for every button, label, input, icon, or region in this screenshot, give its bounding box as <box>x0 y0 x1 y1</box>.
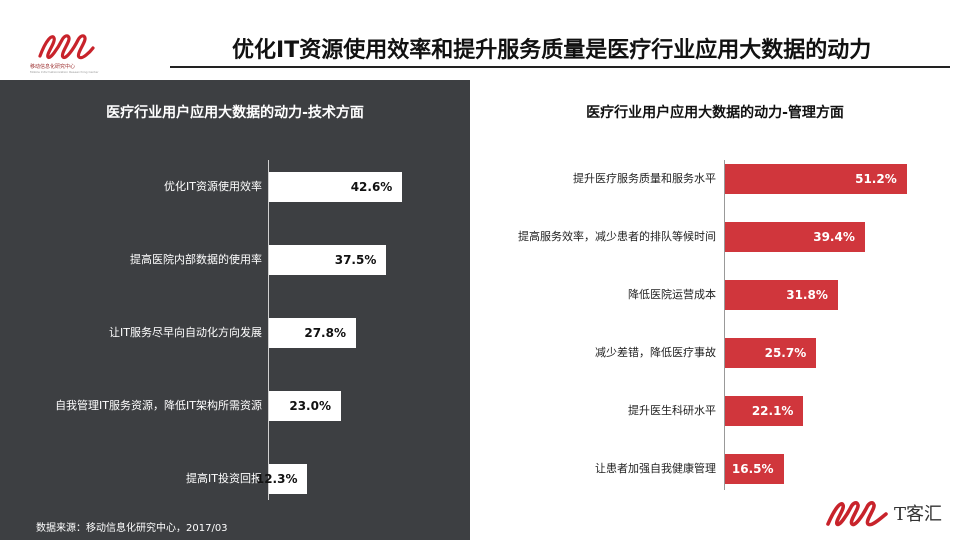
bar <box>269 318 356 348</box>
bar <box>269 172 403 202</box>
bar-row: 自我管理IT服务资源，降低IT架构所需资源 23.0% <box>0 391 470 421</box>
value-label: 23.0% <box>289 399 331 413</box>
logo: 移动信息化研究中心 Mobile Informationization Rese… <box>30 30 110 76</box>
bar <box>725 454 784 484</box>
category-label: 提升医疗服务质量和服务水平 <box>573 172 716 185</box>
category-label: 让患者加强自我健康管理 <box>595 462 716 475</box>
bar-row: 优化IT资源使用效率 42.6% <box>0 172 470 202</box>
value-label: 16.5% <box>731 462 774 476</box>
bar-row: 提高IT投资回报 12.3% <box>0 464 470 494</box>
bar-row: 提高服务效率，减少患者的排队等候时间 39.4% <box>470 222 960 252</box>
logo-caption: 移动信息化研究中心 <box>30 64 76 70</box>
value-label: 27.8% <box>304 326 346 340</box>
bar <box>269 245 387 275</box>
category-label: 提升医生科研水平 <box>628 404 716 417</box>
value-label: 25.7% <box>764 346 807 360</box>
category-label: 提高医院内部数据的使用率 <box>130 253 262 266</box>
value-label: 51.2% <box>855 172 897 186</box>
bar-row: 让IT服务尽早向自动化方向发展 27.8% <box>0 318 470 348</box>
value-label: 37.5% <box>334 253 377 267</box>
category-label: 优化IT资源使用效率 <box>164 180 262 193</box>
brand-mark-icon <box>826 501 888 527</box>
category-label: 提高IT投资回报 <box>186 472 262 485</box>
bar <box>725 222 865 252</box>
category-label: 让IT服务尽早向自动化方向发展 <box>109 326 262 339</box>
chart-title: 医疗行业用户应用大数据的动力-技术方面 <box>106 105 364 121</box>
bar-row: 降低医院运营成本 31.8% <box>470 280 960 310</box>
management-chart-panel: 医疗行业用户应用大数据的动力-管理方面 提升医疗服务质量和服务水平 51.2% 提高… <box>470 80 960 540</box>
title-underline <box>170 66 950 68</box>
category-label: 降低医院运营成本 <box>628 288 716 301</box>
brand-logo: T客汇 <box>824 496 942 530</box>
bar-row: 让患者加强自我健康管理 16.5% <box>470 454 960 484</box>
bar <box>725 280 838 310</box>
y-axis-line <box>724 160 725 490</box>
y-axis-line <box>268 160 269 500</box>
bar <box>269 464 308 494</box>
brand-text: T客汇 <box>893 504 942 525</box>
value-label: 31.8% <box>786 288 828 302</box>
chart-title: 医疗行业用户应用大数据的动力-管理方面 <box>586 105 844 121</box>
bar <box>725 396 804 426</box>
bar <box>725 164 907 194</box>
bar <box>725 338 817 368</box>
bar-row: 提升医生科研水平 22.1% <box>470 396 960 426</box>
value-label: 39.4% <box>813 230 855 244</box>
page-title: 优化IT资源使用效率和提升服务质量是医疗行业应用大数据的动力 <box>232 38 872 63</box>
logo-subcaption: Mobile Informationization Researching Ce… <box>30 70 99 74</box>
bar-row: 提高医院内部数据的使用率 37.5% <box>0 245 470 275</box>
logo-mark-icon <box>38 34 95 60</box>
value-label: 12.3% <box>255 472 298 486</box>
bar-row: 提升医疗服务质量和服务水平 51.2% <box>470 164 960 194</box>
tech-chart-panel: 医疗行业用户应用大数据的动力-技术方面 优化IT资源使用效率 42.6% 提高医院内… <box>0 80 470 540</box>
category-label: 自我管理IT服务资源，降低IT架构所需资源 <box>55 399 262 412</box>
category-label: 减少差错，降低医疗事故 <box>595 346 716 359</box>
value-label: 42.6% <box>350 180 393 194</box>
bar <box>269 391 341 421</box>
data-source-note: 数据来源：移动信息化研究中心，2017/03 <box>36 523 228 534</box>
bar-row: 减少差错，降低医疗事故 25.7% <box>470 338 960 368</box>
value-label: 22.1% <box>751 404 794 418</box>
category-label: 提高服务效率，减少患者的排队等候时间 <box>518 230 716 243</box>
